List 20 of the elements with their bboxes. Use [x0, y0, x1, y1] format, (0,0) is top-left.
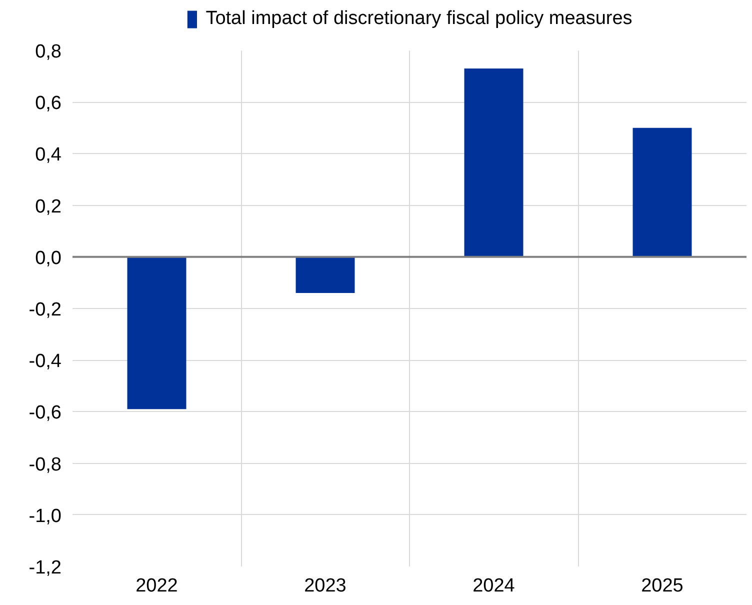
- y-tick-label: -0,8: [28, 454, 62, 476]
- y-tick-label: 0,6: [35, 93, 62, 114]
- y-tick-label: -1,2: [28, 558, 62, 578]
- y-tick-label: -1,0: [28, 506, 62, 527]
- y-tick-label: 0,4: [35, 144, 62, 166]
- bar: [296, 256, 355, 294]
- x-tick-label: 2024: [472, 576, 516, 596]
- bar: [464, 68, 524, 257]
- bar: [127, 256, 186, 410]
- y-tick-label: -0,2: [28, 300, 62, 320]
- y-tick-label: 0,0: [35, 248, 62, 269]
- y-tick-label: 0,2: [35, 196, 62, 218]
- x-tick-label: 2025: [641, 576, 684, 596]
- y-tick-label: -0,6: [28, 402, 62, 424]
- x-tick-label: 2022: [136, 576, 178, 596]
- legend-label: Total impact of discretionary fiscal policy measures: [206, 8, 632, 30]
- y-tick-label: -0,4: [28, 351, 62, 372]
- x-tick-label: 2023: [304, 576, 346, 596]
- y-tick-label: 0,8: [35, 42, 62, 62]
- bar: [632, 128, 692, 257]
